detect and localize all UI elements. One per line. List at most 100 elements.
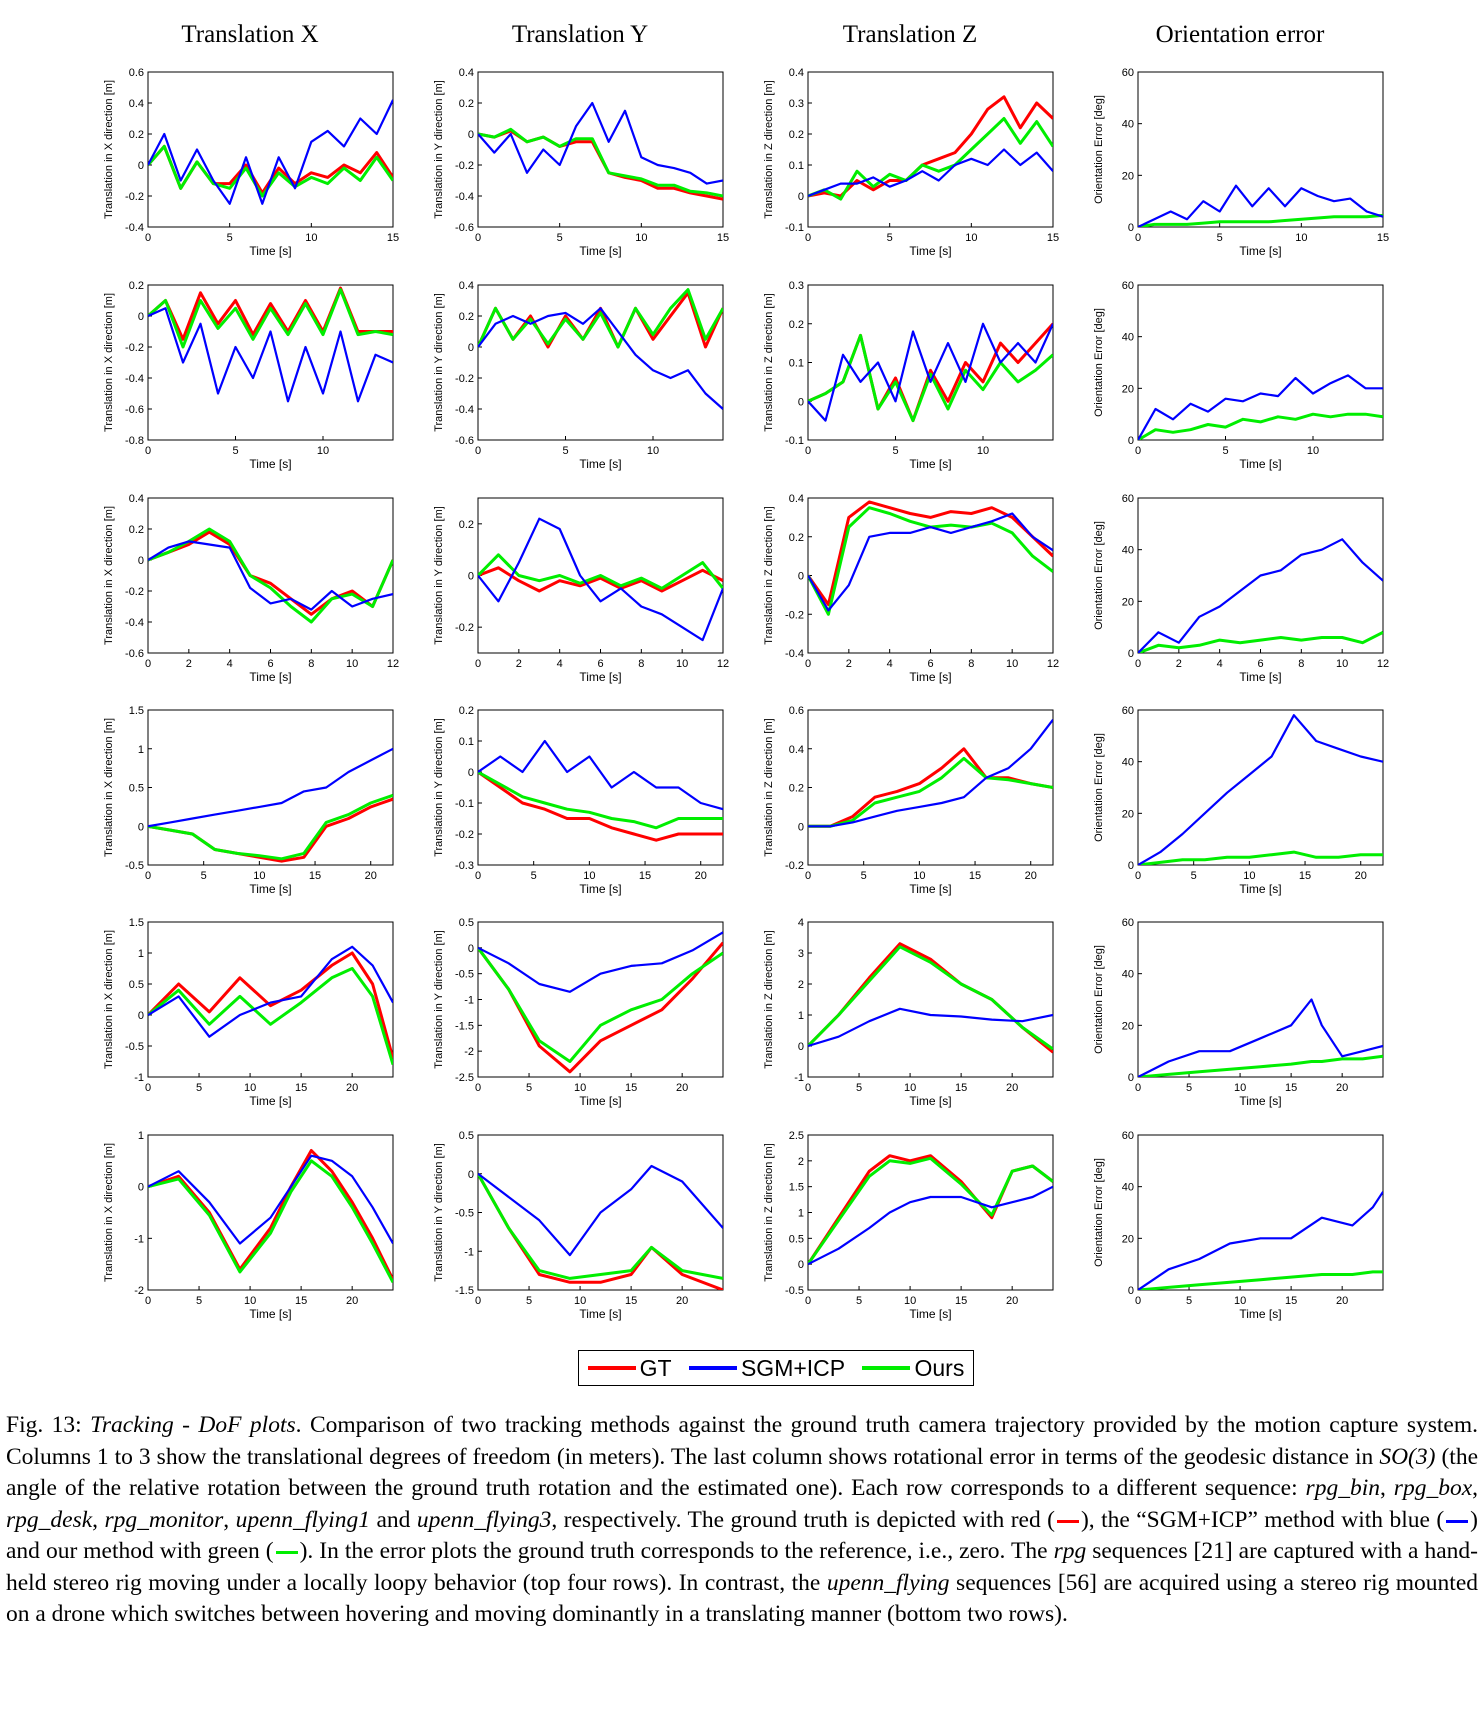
x-axis-label: Time [s] bbox=[579, 457, 621, 471]
x-tick-label: 5 bbox=[856, 1082, 862, 1094]
y-tick-label: 1 bbox=[138, 744, 144, 756]
y-axis-label: Translation in Z direction [m] bbox=[763, 718, 775, 856]
x-tick-label: 0 bbox=[805, 658, 811, 670]
y-tick-label: 0.3 bbox=[789, 98, 804, 110]
chart-panel-r6-c1: 0 5 10 15 20 -2 -1 0 1 Time [s] Translation in X d… bbox=[103, 1130, 394, 1321]
series-line-sgm-icp bbox=[1138, 1191, 1383, 1290]
series-line-sgm-icp bbox=[478, 739, 723, 811]
y-tick-label: 4 bbox=[798, 917, 804, 929]
caption-seq-5: upenn_flying1 bbox=[235, 1506, 371, 1533]
y-tick-label: 0 bbox=[798, 1259, 804, 1271]
y-tick-label: 0.2 bbox=[789, 532, 804, 544]
y-tick-label: 0.2 bbox=[129, 129, 144, 141]
y-axis-label: Translation in Y direction [m] bbox=[433, 80, 445, 219]
x-tick-label: 15 bbox=[639, 870, 651, 882]
plot-frame bbox=[477, 71, 724, 228]
x-tick-label: 4 bbox=[887, 658, 893, 670]
legend-swatch-gt bbox=[587, 1366, 636, 1370]
x-tick-label: 15 bbox=[969, 870, 981, 882]
x-tick-label: 0 bbox=[1135, 445, 1141, 457]
x-tick-label: 10 bbox=[635, 232, 647, 244]
caption-so3: SO(3) bbox=[1379, 1443, 1436, 1470]
y-tick-label: 1.5 bbox=[129, 917, 144, 929]
x-tick-label: 5 bbox=[526, 1295, 532, 1307]
y-tick-label: 0 bbox=[1128, 435, 1134, 447]
y-tick-label: 0.4 bbox=[789, 493, 804, 505]
legend-item-sgm-icp: SGM+ICP bbox=[688, 1355, 845, 1382]
chart-panel-r1-c1: 0 5 10 15 -0.4 -0.2 0 0.2 0.4 0.6 Time [s] Translat… bbox=[103, 67, 399, 258]
caption-text-5: ) and our method with green ( bbox=[6, 1506, 1478, 1565]
x-tick-label: 8 bbox=[968, 658, 974, 670]
x-tick-label: 10 bbox=[965, 232, 977, 244]
y-tick-label: 60 bbox=[1122, 280, 1134, 292]
chart-panel-r1-c4: 0 5 10 15 0 20 40 60 Time [s] Orientation Error [… bbox=[1093, 67, 1389, 258]
x-axis-label: Time [s] bbox=[1239, 882, 1281, 896]
y-tick-label: 0.2 bbox=[789, 319, 804, 331]
x-axis-label: Time [s] bbox=[249, 882, 291, 896]
caption-text-4: ), the “SGM+ICP” method with blue ( bbox=[1080, 1506, 1445, 1533]
y-tick-label: 20 bbox=[1122, 383, 1134, 395]
y-tick-label: 60 bbox=[1122, 493, 1134, 505]
y-axis-label: Orientation Error [deg] bbox=[1093, 308, 1105, 417]
y-tick-label: -2 bbox=[464, 1046, 474, 1058]
y-tick-label: -0.6 bbox=[125, 404, 144, 416]
x-tick-label: 10 bbox=[904, 1082, 916, 1094]
series-line-ours bbox=[148, 144, 393, 198]
x-axis-label: Time [s] bbox=[1239, 244, 1281, 258]
series-line-sgm-icp bbox=[478, 517, 723, 642]
y-tick-label: -0.2 bbox=[125, 586, 144, 598]
x-tick-label: 4 bbox=[1217, 658, 1223, 670]
x-tick-label: 20 bbox=[1336, 1082, 1348, 1094]
y-tick-label: 3 bbox=[798, 948, 804, 960]
x-tick-label: 0 bbox=[1135, 1295, 1141, 1307]
x-tick-label: 10 bbox=[1243, 870, 1255, 882]
x-tick-label: 15 bbox=[625, 1295, 637, 1307]
figure-grid: Translation X Translation Y Translation … bbox=[103, 21, 1389, 1321]
y-axis-label: Translation in Z direction [m] bbox=[763, 293, 775, 431]
caption-text-6: ). In the error plots the ground truth c… bbox=[299, 1538, 1054, 1564]
series-line-gt bbox=[808, 500, 1053, 607]
x-axis-label: Time [s] bbox=[249, 457, 291, 471]
x-tick-label: 6 bbox=[927, 658, 933, 670]
y-axis-label: Translation in Z direction [m] bbox=[763, 1143, 775, 1281]
y-tick-label: 2 bbox=[798, 979, 804, 991]
y-tick-label: -0.4 bbox=[125, 222, 144, 234]
y-tick-label: 0 bbox=[798, 1041, 804, 1053]
chart-panel-r3-c4: 0 2 4 6 8 10 12 0 20 40 60 Time [s] Orientation Erro… bbox=[1093, 493, 1389, 684]
chart-panel-r6-c2: 0 5 10 15 20 -1.5 -1 -0.5 0 0.5 Time [s] Translatio… bbox=[433, 1130, 724, 1321]
plot-frame bbox=[147, 921, 394, 1078]
x-tick-label: 10 bbox=[574, 1295, 586, 1307]
series-line-ours bbox=[808, 945, 1053, 1051]
series-line-sgm-icp bbox=[808, 148, 1053, 198]
y-tick-label: -0.5 bbox=[455, 1208, 474, 1220]
x-tick-label: 0 bbox=[145, 870, 151, 882]
series-line-sgm-icp bbox=[148, 307, 393, 403]
series-line-sgm-icp bbox=[478, 931, 723, 993]
y-tick-label: -0.8 bbox=[125, 435, 144, 447]
x-tick-label: 12 bbox=[1047, 658, 1059, 670]
series-line-ours bbox=[1138, 412, 1383, 440]
y-tick-label: 0.6 bbox=[129, 67, 144, 79]
y-tick-label: 0.1 bbox=[459, 736, 474, 748]
series-line-ours bbox=[1138, 630, 1383, 653]
chart-panel-r4-c4: 0 5 10 15 20 0 20 40 60 Time [s] Orientation Error… bbox=[1093, 705, 1384, 896]
column-title-translation-z: Translation Z bbox=[843, 21, 978, 48]
y-tick-label: 0 bbox=[468, 342, 474, 354]
x-tick-label: 10 bbox=[244, 1295, 256, 1307]
y-tick-label: -1 bbox=[794, 1072, 804, 1084]
series-line-sgm-icp bbox=[478, 101, 723, 185]
x-tick-label: 5 bbox=[856, 1295, 862, 1307]
x-tick-label: 0 bbox=[1135, 870, 1141, 882]
y-tick-label: -1.5 bbox=[455, 1020, 474, 1032]
x-tick-label: 20 bbox=[1025, 870, 1037, 882]
series-line-ours bbox=[148, 288, 393, 349]
y-tick-label: 20 bbox=[1122, 1233, 1134, 1245]
x-tick-label: 20 bbox=[346, 1082, 358, 1094]
caption-upenn: upenn_flying bbox=[826, 1569, 950, 1596]
x-tick-label: 10 bbox=[676, 658, 688, 670]
series-line-ours bbox=[808, 117, 1053, 201]
x-tick-label: 15 bbox=[1285, 1295, 1297, 1307]
